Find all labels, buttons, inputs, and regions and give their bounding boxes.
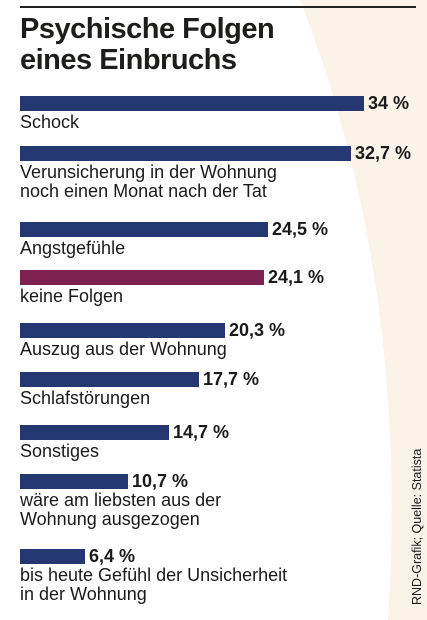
- top-rule: [20, 6, 416, 8]
- chart-title-line-2: eines Einbruchs: [20, 44, 237, 76]
- value-label: 34 %: [368, 93, 410, 113]
- value-label: 32,7 %: [355, 143, 412, 163]
- chart-title-line-1: Psychische Folgen: [20, 13, 275, 45]
- value-label: 24,5 %: [272, 219, 329, 239]
- bar: [20, 425, 169, 440]
- category-label: Sonstiges: [20, 442, 99, 461]
- category-label-line: Schlafstörungen: [20, 388, 151, 408]
- category-label-line: bis heute Gefühl der Unsicherheit: [20, 565, 288, 585]
- category-label-line: Verunsicherung in der Wohnung: [20, 162, 277, 182]
- category-label-line: Angstgefühle: [20, 238, 126, 258]
- category-label: Schlafstörungen: [20, 389, 150, 408]
- chart-title: Psychische Folgen eines Einbruchs: [20, 13, 275, 76]
- category-label: Angstgefühle: [20, 239, 125, 258]
- category-label-line: noch einen Monat nach der Tat: [20, 181, 267, 201]
- category-label-line: in der Wohnung: [20, 584, 147, 604]
- value-label: 24,1 %: [268, 267, 325, 287]
- bar: [20, 372, 199, 387]
- category-label-line: wäre am liebsten aus der: [20, 490, 222, 510]
- bar: [20, 549, 85, 564]
- category-label-line: Schock: [20, 112, 80, 132]
- category-label: keine Folgen: [20, 287, 123, 306]
- bar: [20, 222, 268, 237]
- source-credit: RND-Grafik; Quelle: Statista: [410, 448, 424, 605]
- category-label: wäre am liebsten aus der Wohnung ausgezog…: [20, 491, 221, 529]
- category-label-line: Wohnung ausgezogen: [20, 509, 200, 529]
- bar: [20, 270, 264, 285]
- category-label: bis heute Gefühl der Unsicherheit in der …: [20, 566, 287, 604]
- category-label: Verunsicherung in der Wohnung noch einen …: [20, 163, 277, 201]
- category-label: Auszug aus der Wohnung: [20, 340, 227, 359]
- bar: [20, 146, 351, 161]
- value-label: 17,7 %: [203, 369, 260, 389]
- bar: [20, 96, 364, 111]
- bar: [20, 474, 128, 489]
- value-label: 20,3 %: [229, 320, 286, 340]
- value-label: 6,4 %: [89, 546, 136, 566]
- category-label-line: Auszug aus der Wohnung: [20, 339, 227, 359]
- bar: [20, 323, 225, 338]
- value-label: 14,7 %: [173, 422, 230, 442]
- category-label: Schock: [20, 113, 79, 132]
- category-label-line: Sonstiges: [20, 441, 100, 461]
- category-label-line: keine Folgen: [20, 286, 124, 306]
- value-label: 10,7 %: [132, 471, 189, 491]
